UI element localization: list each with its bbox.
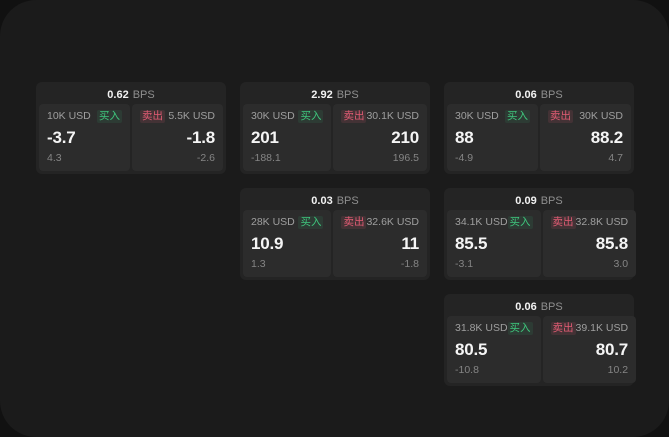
spread-header: 0.62 BPS xyxy=(39,85,223,104)
sell-panel[interactable]: 卖出 30K USD 88.2 4.7 xyxy=(540,104,631,171)
buy-tag: 买入 xyxy=(298,110,324,123)
buy-amount: 10K USD xyxy=(47,110,91,122)
spread-value: 2.92 xyxy=(311,88,333,101)
buy-price: 88 xyxy=(455,128,474,147)
quote-card-grid: 0.62 BPS 10K USD 买入 -3.7 4.3 卖出 5.5K USD xyxy=(36,82,637,386)
sell-amount: 5.5K USD xyxy=(168,110,215,122)
sell-delta: 4.7 xyxy=(608,152,623,164)
sell-panel[interactable]: 卖出 32.8K USD 85.8 3.0 xyxy=(542,210,637,277)
spread-header: 2.92 BPS xyxy=(243,85,427,104)
sell-price: 80.7 xyxy=(595,340,629,359)
spread-header: 0.09 BPS xyxy=(447,191,631,210)
buy-tag: 买入 xyxy=(507,322,533,335)
spread-value: 0.62 xyxy=(107,88,129,101)
buy-panel[interactable]: 28K USD 买入 10.9 1.3 xyxy=(243,210,332,277)
buy-price: 10.9 xyxy=(251,234,284,253)
buy-tag: 买入 xyxy=(507,216,533,229)
buy-amount: 31.8K USD xyxy=(455,322,508,334)
buy-panel[interactable]: 34.1K USD 买入 85.5 -3.1 xyxy=(447,210,541,277)
sell-price: 11 xyxy=(401,234,419,253)
buy-panel[interactable]: 31.8K USD 买入 80.5 -10.8 xyxy=(447,316,541,383)
buy-tag: 买入 xyxy=(97,110,122,123)
sell-price: 85.8 xyxy=(595,234,629,253)
buy-delta: -4.9 xyxy=(455,152,474,164)
sell-amount: 30.1K USD xyxy=(366,110,419,122)
buy-price: 201 xyxy=(251,128,279,147)
sell-price: -1.8 xyxy=(186,128,216,147)
spread-value: 0.06 xyxy=(515,88,537,101)
spread-value: 0.03 xyxy=(311,194,333,207)
sell-delta: -1.8 xyxy=(400,258,419,270)
sell-amount: 39.1K USD xyxy=(575,322,629,334)
spread-value: 0.09 xyxy=(515,194,537,207)
sell-panel[interactable]: 卖出 5.5K USD -1.8 -2.6 xyxy=(132,104,223,171)
sell-tag: 卖出 xyxy=(140,110,165,123)
buy-amount: 30K USD xyxy=(455,110,499,122)
spread-unit: BPS xyxy=(540,300,563,313)
quote-card: 0.09 BPS 34.1K USD 买入 85.5 -3.1 卖出 32.8K… xyxy=(444,188,637,280)
sell-panel[interactable]: 卖出 32.6K USD 11 -1.8 xyxy=(333,210,427,277)
buy-tag: 买入 xyxy=(505,110,530,123)
sell-panel[interactable]: 卖出 30.1K USD 210 196.5 xyxy=(333,104,427,171)
quote-card: 2.92 BPS 30K USD 买入 201 -188.1 卖出 30.1K … xyxy=(240,82,430,174)
spread-header: 0.06 BPS xyxy=(447,85,631,104)
sell-amount: 32.8K USD xyxy=(575,216,629,228)
buy-delta: -10.8 xyxy=(455,364,479,376)
spread-header: 0.06 BPS xyxy=(447,297,631,316)
spread-value: 0.06 xyxy=(515,300,537,313)
spread-header: 0.03 BPS xyxy=(243,191,427,210)
sell-delta: 3.0 xyxy=(613,258,629,270)
sell-amount: 32.6K USD xyxy=(366,216,419,228)
sell-panel[interactable]: 卖出 39.1K USD 80.7 10.2 xyxy=(542,316,637,383)
buy-price: 85.5 xyxy=(455,234,488,253)
sell-delta: 196.5 xyxy=(392,152,419,164)
sell-tag: 卖出 xyxy=(548,110,573,123)
quote-card: 0.03 BPS 28K USD 买入 10.9 1.3 卖出 32.6K US… xyxy=(240,188,430,280)
buy-amount: 34.1K USD xyxy=(455,216,508,228)
sell-tag: 卖出 xyxy=(550,322,576,335)
buy-panel[interactable]: 30K USD 买入 201 -188.1 xyxy=(243,104,332,171)
sell-amount: 30K USD xyxy=(579,110,623,122)
buy-delta: -188.1 xyxy=(251,152,281,164)
spread-unit: BPS xyxy=(540,88,563,101)
buy-delta: 1.3 xyxy=(251,258,266,270)
buy-amount: 30K USD xyxy=(251,110,295,122)
buy-price: 80.5 xyxy=(455,340,488,359)
spread-unit: BPS xyxy=(540,194,563,207)
sell-delta: 10.2 xyxy=(607,364,629,376)
buy-price: -3.7 xyxy=(47,128,76,147)
quote-card: 0.06 BPS 31.8K USD 买入 80.5 -10.8 卖出 39.1… xyxy=(444,294,637,386)
buy-panel[interactable]: 30K USD 买入 88 -4.9 xyxy=(447,104,538,171)
sell-tag: 卖出 xyxy=(341,216,367,229)
buy-panel[interactable]: 10K USD 买入 -3.7 4.3 xyxy=(39,104,130,171)
buy-delta: 4.3 xyxy=(47,152,62,164)
sell-price: 88.2 xyxy=(590,128,623,147)
sell-tag: 卖出 xyxy=(550,216,576,229)
quote-card: 0.62 BPS 10K USD 买入 -3.7 4.3 卖出 5.5K USD xyxy=(36,82,226,174)
spread-unit: BPS xyxy=(132,88,155,101)
sell-tag: 卖出 xyxy=(341,110,367,123)
buy-delta: -3.1 xyxy=(455,258,474,270)
spread-unit: BPS xyxy=(336,88,359,101)
buy-amount: 28K USD xyxy=(251,216,295,228)
sell-delta: -2.6 xyxy=(196,152,215,164)
quote-card: 0.06 BPS 30K USD 买入 88 -4.9 卖出 30K USD xyxy=(444,82,634,174)
sell-price: 210 xyxy=(391,128,419,147)
spread-unit: BPS xyxy=(336,194,359,207)
buy-tag: 买入 xyxy=(298,216,324,229)
